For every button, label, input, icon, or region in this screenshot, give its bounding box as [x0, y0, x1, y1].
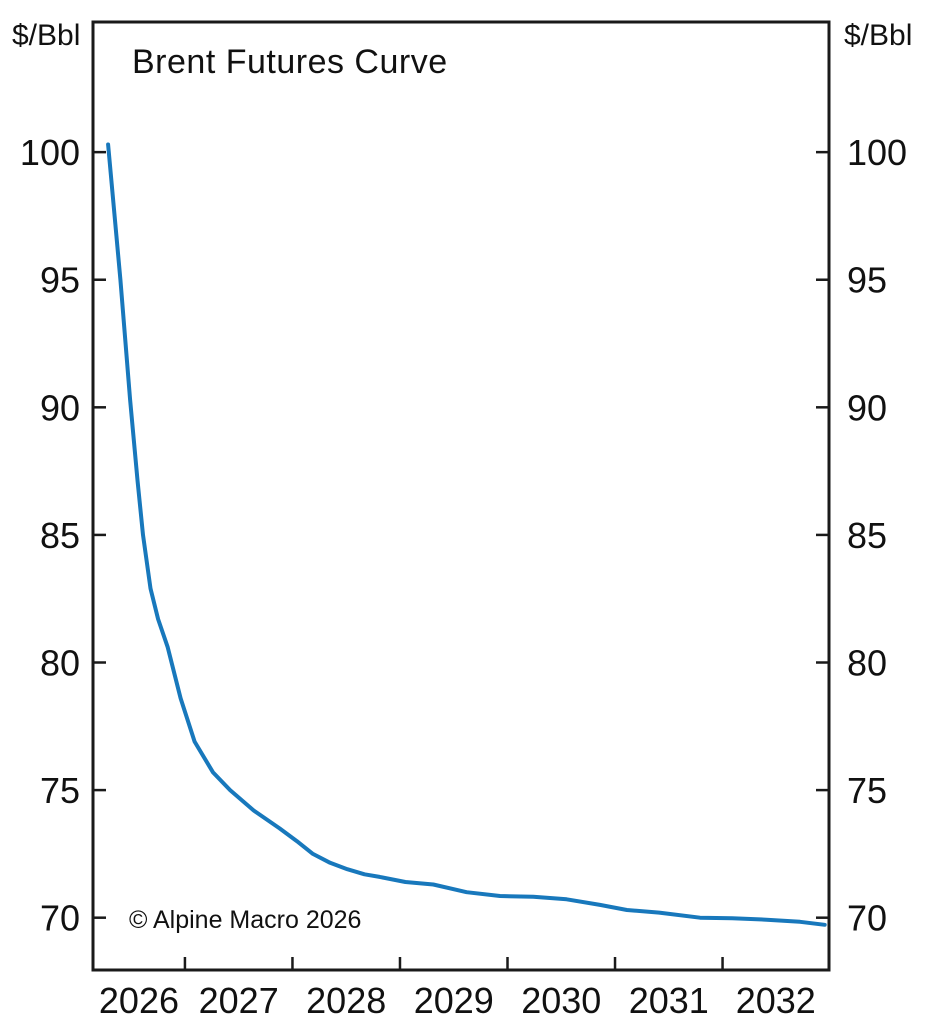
x-axis-tick-label: 2029: [414, 980, 494, 1021]
futures-curve-line: [106, 142, 827, 927]
y-axis-unit-label-right: $/Bbl: [844, 19, 913, 52]
y-axis-tick-label-left: 90: [40, 387, 80, 428]
y-axis-tick-label-right: 70: [847, 898, 887, 939]
chart-title: Brent Futures Curve: [132, 43, 448, 81]
y-axis-tick-label-right: 80: [847, 643, 887, 684]
plot-border: [91, 20, 831, 972]
x-axis-tick-label: 2030: [521, 980, 601, 1021]
x-axis-tick-label: 2028: [306, 980, 386, 1021]
y-axis-tick-label-left: 75: [40, 770, 80, 811]
y-axis-tick-label-left: 95: [40, 260, 80, 301]
copyright-text: © Alpine Macro 2026: [129, 906, 362, 934]
y-axis-tick-label-left: 85: [40, 515, 80, 556]
y-axis-tick-label-right: 75: [847, 770, 887, 811]
x-axis-tick-label: 2032: [736, 980, 816, 1021]
x-axis-tick-label: 2026: [99, 980, 179, 1021]
y-axis-tick-label-right: 90: [847, 387, 887, 428]
x-axis-tick-label: 2027: [199, 980, 279, 1021]
y-axis-tick-label-left: 70: [40, 898, 80, 939]
y-axis-tick-label-right: 95: [847, 260, 887, 301]
x-axis-tick-label: 2031: [629, 980, 709, 1021]
y-axis-tick-label-left: 100: [20, 132, 80, 173]
y-axis-tick-label-left: 80: [40, 643, 80, 684]
y-axis-tick-label-right: 85: [847, 515, 887, 556]
y-axis-unit-label-left: $/Bbl: [12, 19, 81, 52]
y-axis-tick-label-right: 100: [847, 132, 907, 173]
